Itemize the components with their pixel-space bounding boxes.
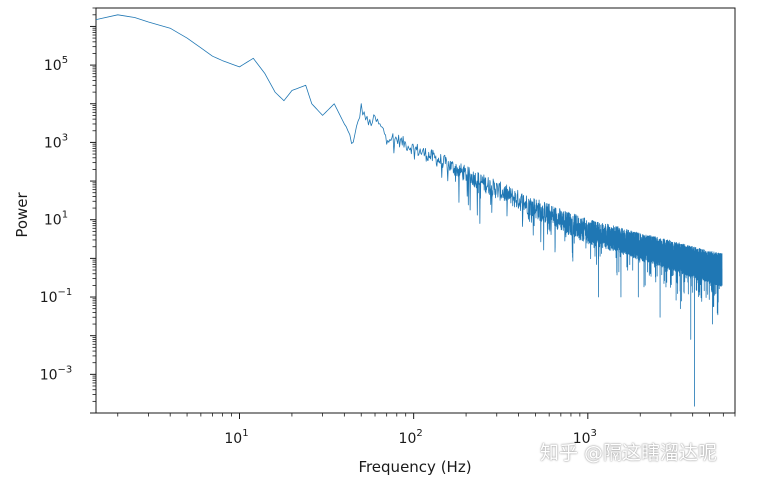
y-tick-label: 103: [44, 132, 68, 151]
y-tick-label-base: 10: [44, 213, 62, 229]
y-tick-label-base: 10: [40, 367, 58, 383]
y-tick-label-exponent: 5: [62, 55, 68, 66]
x-tick-label-base: 10: [573, 431, 591, 447]
x-tick-label-base: 10: [224, 431, 242, 447]
x-axis-ticks: 101 102 103: [117, 413, 736, 447]
x-axis-label: Frequency (Hz): [358, 458, 471, 476]
y-tick-label: 105: [44, 55, 68, 74]
x-tick-label: 103: [573, 428, 597, 447]
y-axis-label: Power: [13, 191, 31, 237]
x-tick-label-exponent: 2: [416, 428, 422, 439]
power-spectrum-series-line: [96, 14, 723, 407]
y-tick-label: 101: [44, 210, 68, 229]
y-tick-label-base: 10: [40, 290, 58, 306]
y-tick-label-base: 10: [44, 135, 62, 151]
x-tick-label-base: 10: [399, 431, 417, 447]
y-tick-label-exponent: 1: [62, 210, 68, 221]
series-layer: [96, 14, 723, 407]
y-tick-label: 10−3: [40, 364, 73, 383]
x-tick-label-exponent: 3: [591, 428, 597, 439]
y-tick-label-exponent: −3: [58, 364, 73, 375]
watermark-text: 知乎 @隔这瞎溜达呢: [540, 442, 718, 464]
plot-area-frame: [95, 7, 736, 414]
y-tick-label-exponent: −1: [58, 287, 73, 298]
y-tick-label-exponent: 3: [62, 132, 68, 143]
x-tick-label-exponent: 1: [242, 428, 248, 439]
x-tick-label: 102: [399, 428, 423, 447]
x-tick-label: 101: [224, 428, 248, 447]
y-tick-label-base: 10: [44, 58, 62, 74]
y-tick-label: 10−1: [40, 287, 73, 306]
